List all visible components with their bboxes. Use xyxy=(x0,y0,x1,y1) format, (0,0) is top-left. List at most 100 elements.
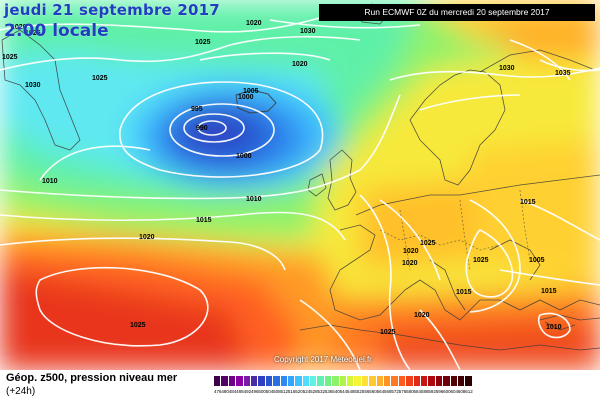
scale-swatch xyxy=(228,376,237,386)
scale-tick: 552 xyxy=(354,389,362,394)
isobar-label: 1000 xyxy=(238,94,254,101)
isobar-label: 1000 xyxy=(236,153,252,160)
scale-swatch xyxy=(258,376,266,386)
scale-tick: 572 xyxy=(391,389,399,394)
scale-swatch xyxy=(324,376,333,386)
scale-swatch xyxy=(383,376,392,386)
scale-tick: 488 xyxy=(236,389,244,394)
scale-tick: 520 xyxy=(295,389,303,394)
map-title: Géop. z500, pression niveau mer xyxy=(6,372,178,384)
scale-swatch xyxy=(273,376,281,386)
scale-swatch xyxy=(465,376,473,386)
scale-swatch xyxy=(265,376,274,386)
scale-tick: 536 xyxy=(324,389,333,394)
scale-tick: 532 xyxy=(317,389,325,394)
scale-swatch xyxy=(295,376,303,386)
isobar-label: 1015 xyxy=(456,289,472,296)
weather-map: 1020 1025 1030 1025 1020 1030 1025 995 9… xyxy=(0,0,600,370)
color-scale xyxy=(214,376,473,386)
scale-swatch xyxy=(317,376,325,386)
scale-tick: 548 xyxy=(347,389,355,394)
scale-tick: 568 xyxy=(383,389,392,394)
scale-tick: 580 xyxy=(406,389,414,394)
isobar-label: 1020 xyxy=(402,260,418,267)
isobar-label: 1030 xyxy=(25,82,41,89)
isobar-label: 1010 xyxy=(246,196,262,203)
copyright: Copyright 2017 Meteociel.fr xyxy=(274,355,372,364)
scale-swatch xyxy=(435,376,444,386)
coastlines xyxy=(1,3,600,351)
scale-tick: 588 xyxy=(420,389,429,394)
isobar-label: 1025 xyxy=(380,329,396,336)
isobar-label: 1025 xyxy=(2,54,18,61)
scale-swatch xyxy=(398,376,407,386)
scale-swatch xyxy=(376,376,384,386)
scale-swatch xyxy=(339,376,348,386)
isobars xyxy=(0,14,600,370)
scale-tick: 540 xyxy=(332,389,340,394)
scale-swatch xyxy=(391,376,399,386)
isobar-label: 1020 xyxy=(403,248,419,255)
color-scale-ticks: 476 480 484 488 492 496 500 504 508 512 516 520 524 5… xyxy=(214,388,473,398)
scale-swatch xyxy=(406,376,414,386)
scale-tick: 512 xyxy=(280,389,289,394)
scale-tick: 476 xyxy=(214,389,222,394)
run-info: Run ECMWF 0Z du mercredi 20 septembre 20… xyxy=(319,4,595,21)
isobar-label: 990 xyxy=(196,125,208,132)
scale-swatch xyxy=(361,376,370,386)
scale-swatch xyxy=(214,376,222,386)
scale-tick: 504 xyxy=(265,389,274,394)
isobar-label: 1020 xyxy=(414,312,430,319)
isobar-label: 1020 xyxy=(139,234,155,241)
scale-tick: 600 xyxy=(443,389,451,394)
isobar-label: 1025 xyxy=(473,257,489,264)
scale-swatch xyxy=(310,376,318,386)
isobar-label: 1025 xyxy=(25,30,41,37)
isobar-label: 1025 xyxy=(195,39,211,46)
isobar-label: 1030 xyxy=(499,65,515,72)
scale-tick: 508 xyxy=(273,389,281,394)
isobar-label: 1025 xyxy=(420,240,436,247)
isobar-label: 1015 xyxy=(520,199,536,206)
isobar-label: 1035 xyxy=(555,70,571,77)
scale-swatch xyxy=(450,376,458,386)
scale-swatch xyxy=(250,376,259,386)
isobar-label: 1015 xyxy=(196,217,212,224)
scale-tick: 524 xyxy=(302,389,311,394)
scale-tick: 560 xyxy=(369,389,377,394)
scale-swatch xyxy=(302,376,311,386)
forecast-time: 2:00 locale xyxy=(4,21,109,41)
geopotential-field xyxy=(0,0,600,370)
isobar-label: 1005 xyxy=(243,88,259,95)
isobar-label: 1020 xyxy=(11,24,27,31)
scale-tick: 496 xyxy=(250,389,259,394)
isobar-label: 1005 xyxy=(529,257,545,264)
scale-swatch xyxy=(280,376,288,386)
scale-tick: 492 xyxy=(243,389,252,394)
scale-tick: 604 xyxy=(450,389,459,394)
scale-swatch xyxy=(347,376,355,386)
forecast-date: jeudi 21 septembre 2017 xyxy=(4,1,220,19)
map-subtitle: (+24h) xyxy=(6,386,36,397)
scale-tick: 596 xyxy=(435,389,444,394)
legend-bar: Géop. z500, pression niveau mer (+24h) 4… xyxy=(0,370,600,400)
scale-swatch xyxy=(420,376,429,386)
scale-tick: 516 xyxy=(287,389,296,394)
isobar-label: 1015 xyxy=(541,288,557,295)
scale-swatch xyxy=(243,376,251,386)
isobar-label: 1020 xyxy=(246,20,262,27)
scale-swatch xyxy=(221,376,229,386)
scale-swatch xyxy=(413,376,421,386)
scale-tick: 612 xyxy=(465,389,473,394)
scale-tick: 592 xyxy=(428,389,436,394)
scale-tick: 608 xyxy=(457,389,466,394)
isobar-label: 1025 xyxy=(92,75,108,82)
isobar-label: 1025 xyxy=(130,322,146,329)
scale-tick: 564 xyxy=(376,389,385,394)
scale-swatch xyxy=(443,376,451,386)
scale-swatch xyxy=(332,376,340,386)
scale-tick: 500 xyxy=(258,389,266,394)
isobar-label: 995 xyxy=(191,106,203,113)
scale-swatch xyxy=(369,376,377,386)
isobar-label: 1030 xyxy=(300,28,316,35)
